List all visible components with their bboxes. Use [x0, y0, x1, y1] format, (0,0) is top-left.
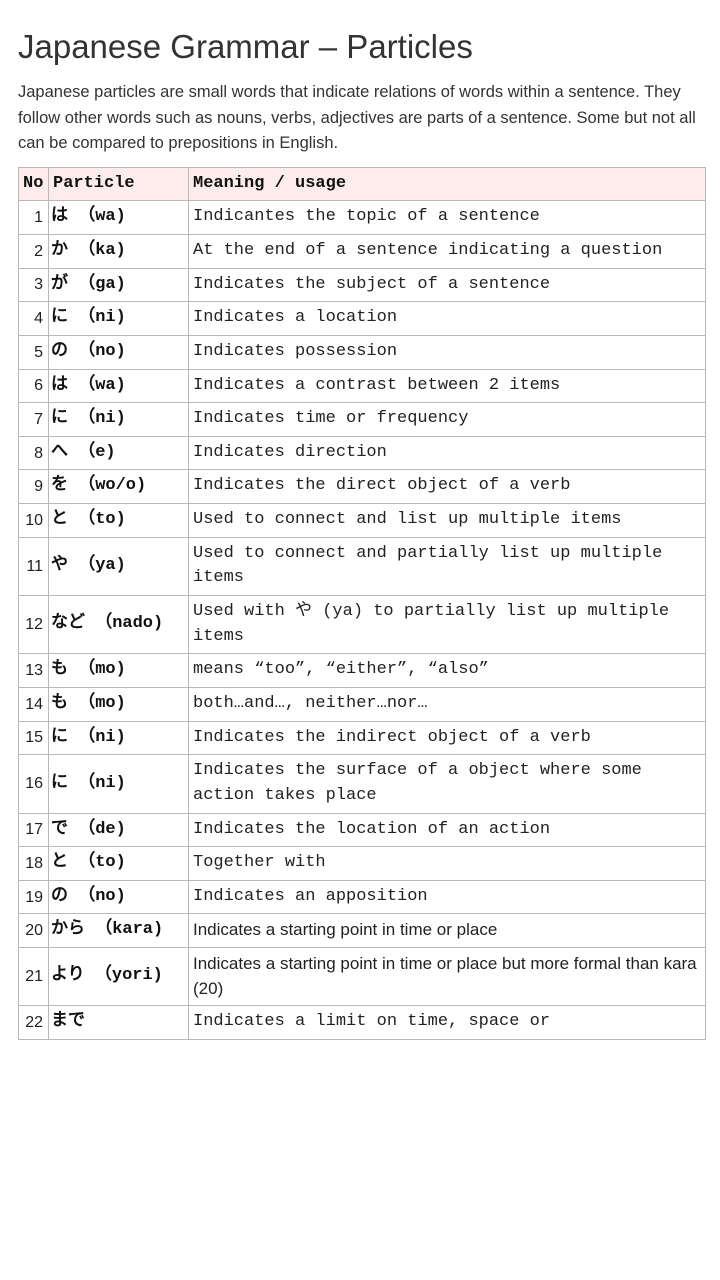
- cell-no: 10: [19, 504, 49, 538]
- cell-particle: に （ni): [49, 403, 189, 437]
- table-row: 16に （ni)Indicates the surface of a objec…: [19, 755, 706, 813]
- cell-meaning: Indicates a starting point in time or pl…: [189, 948, 706, 1006]
- table-row: 8へ （e)Indicates direction: [19, 436, 706, 470]
- cell-no: 8: [19, 436, 49, 470]
- cell-no: 2: [19, 234, 49, 268]
- table-row: 3が （ga)Indicates the subject of a senten…: [19, 268, 706, 302]
- table-row: 22までIndicates a limit on time, space or: [19, 1006, 706, 1040]
- cell-particle: が （ga): [49, 268, 189, 302]
- cell-particle: の （no): [49, 880, 189, 914]
- table-row: 11や （ya)Used to connect and partially li…: [19, 537, 706, 595]
- cell-no: 11: [19, 537, 49, 595]
- cell-no: 16: [19, 755, 49, 813]
- cell-meaning: Used to connect and list up multiple ite…: [189, 504, 706, 538]
- cell-meaning: Indicates the surface of a object where …: [189, 755, 706, 813]
- cell-no: 7: [19, 403, 49, 437]
- table-row: 17で （de)Indicates the location of an act…: [19, 813, 706, 847]
- cell-meaning: both…and…, neither…nor…: [189, 687, 706, 721]
- cell-no: 5: [19, 335, 49, 369]
- cell-meaning: Used with や (ya) to partially list up mu…: [189, 596, 706, 654]
- cell-particle: から （kara): [49, 914, 189, 948]
- cell-meaning: Indicates direction: [189, 436, 706, 470]
- table-row: 21より （yori)Indicates a starting point in…: [19, 948, 706, 1006]
- cell-particle: と （to): [49, 847, 189, 881]
- cell-meaning: Indicates a location: [189, 302, 706, 336]
- cell-no: 20: [19, 914, 49, 948]
- cell-particle: を （wo/o): [49, 470, 189, 504]
- table-row: 14も （mo)both…and…, neither…nor…: [19, 687, 706, 721]
- cell-particle: の （no): [49, 335, 189, 369]
- cell-meaning: Indicates a contrast between 2 items: [189, 369, 706, 403]
- cell-particle: まで: [49, 1006, 189, 1040]
- cell-particle: も （mo): [49, 654, 189, 688]
- cell-particle: は （wa): [49, 369, 189, 403]
- cell-no: 19: [19, 880, 49, 914]
- table-row: 13も （mo)means “too”, “either”, “also”: [19, 654, 706, 688]
- cell-particle: か （ka): [49, 234, 189, 268]
- cell-no: 14: [19, 687, 49, 721]
- table-row: 12など （nado)Used with や (ya) to partially…: [19, 596, 706, 654]
- table-row: 2か （ka)At the end of a sentence indicati…: [19, 234, 706, 268]
- col-header-particle: Particle: [49, 167, 189, 201]
- table-row: 5の （no)Indicates possession: [19, 335, 706, 369]
- cell-no: 22: [19, 1006, 49, 1040]
- cell-meaning: Indicates the subject of a sentence: [189, 268, 706, 302]
- intro-paragraph: Japanese particles are small words that …: [18, 80, 706, 157]
- cell-no: 13: [19, 654, 49, 688]
- cell-meaning: Indicates time or frequency: [189, 403, 706, 437]
- cell-particle: に （ni): [49, 755, 189, 813]
- cell-particle: は （wa): [49, 201, 189, 235]
- cell-no: 4: [19, 302, 49, 336]
- table-row: 15に （ni)Indicates the indirect object of…: [19, 721, 706, 755]
- table-row: 7に （ni)Indicates time or frequency: [19, 403, 706, 437]
- table-row: 4に （ni)Indicates a location: [19, 302, 706, 336]
- table-row: 20から （kara)Indicates a starting point in…: [19, 914, 706, 948]
- cell-meaning: Indicates the direct object of a verb: [189, 470, 706, 504]
- cell-no: 9: [19, 470, 49, 504]
- cell-no: 18: [19, 847, 49, 881]
- cell-meaning: Together with: [189, 847, 706, 881]
- cell-particle: など （nado): [49, 596, 189, 654]
- cell-meaning: Indicates the location of an action: [189, 813, 706, 847]
- table-header-row: No Particle Meaning / usage: [19, 167, 706, 201]
- cell-particle: より （yori): [49, 948, 189, 1006]
- table-row: 10と （to)Used to connect and list up mult…: [19, 504, 706, 538]
- cell-particle: に （ni): [49, 721, 189, 755]
- cell-meaning: At the end of a sentence indicating a qu…: [189, 234, 706, 268]
- cell-no: 6: [19, 369, 49, 403]
- cell-meaning: Indicates a limit on time, space or: [189, 1006, 706, 1040]
- col-header-no: No: [19, 167, 49, 201]
- cell-particle: へ （e): [49, 436, 189, 470]
- cell-meaning: Indicates the indirect object of a verb: [189, 721, 706, 755]
- cell-particle: と （to): [49, 504, 189, 538]
- table-row: 9を （wo/o)Indicates the direct object of …: [19, 470, 706, 504]
- cell-meaning: Used to connect and partially list up mu…: [189, 537, 706, 595]
- page-title: Japanese Grammar – Particles: [18, 28, 706, 66]
- cell-meaning: means “too”, “either”, “also”: [189, 654, 706, 688]
- cell-no: 1: [19, 201, 49, 235]
- cell-meaning: Indicates a starting point in time or pl…: [189, 914, 706, 948]
- cell-particle: や （ya): [49, 537, 189, 595]
- cell-no: 3: [19, 268, 49, 302]
- particles-table: No Particle Meaning / usage 1は （wa)Indic…: [18, 167, 706, 1040]
- cell-no: 17: [19, 813, 49, 847]
- cell-meaning: Indicates possession: [189, 335, 706, 369]
- cell-meaning: Indicantes the topic of a sentence: [189, 201, 706, 235]
- table-row: 18と （to)Together with: [19, 847, 706, 881]
- table-row: 6は （wa)Indicates a contrast between 2 it…: [19, 369, 706, 403]
- cell-particle: に （ni): [49, 302, 189, 336]
- cell-no: 12: [19, 596, 49, 654]
- col-header-meaning: Meaning / usage: [189, 167, 706, 201]
- table-row: 1は （wa)Indicantes the topic of a sentenc…: [19, 201, 706, 235]
- cell-particle: で （de): [49, 813, 189, 847]
- cell-meaning: Indicates an apposition: [189, 880, 706, 914]
- cell-no: 15: [19, 721, 49, 755]
- cell-particle: も （mo): [49, 687, 189, 721]
- table-row: 19の （no)Indicates an apposition: [19, 880, 706, 914]
- cell-no: 21: [19, 948, 49, 1006]
